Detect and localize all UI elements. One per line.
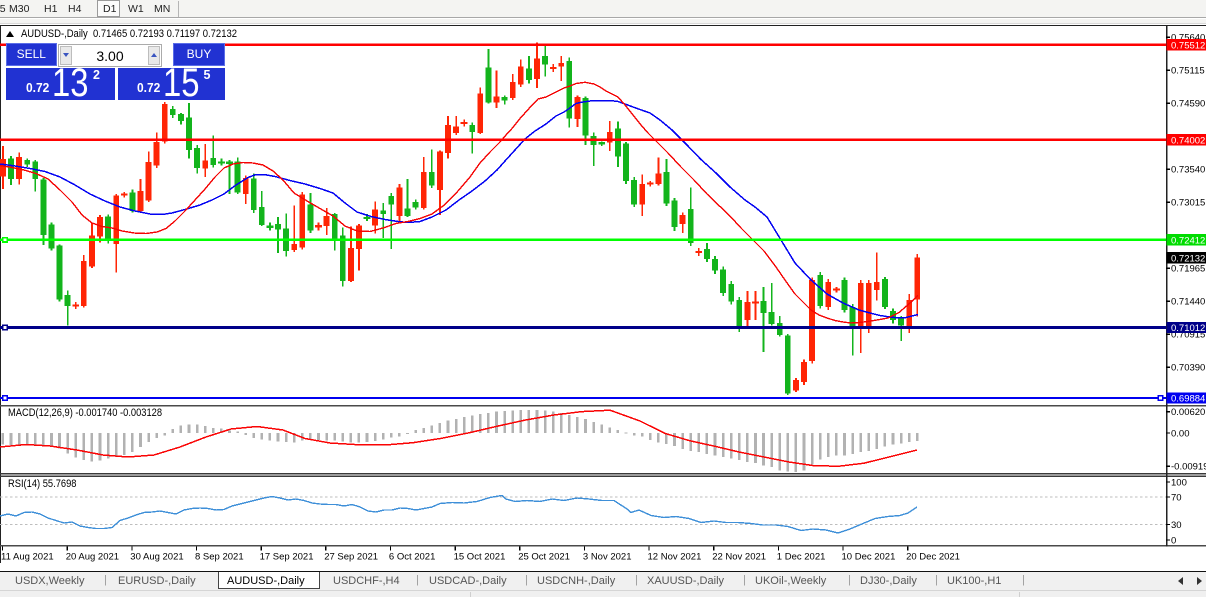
svg-text:11 Aug 2021: 11 Aug 2021 [1, 552, 54, 563]
svg-text:0.75640: 0.75640 [1171, 33, 1205, 44]
svg-text:0.74002: 0.74002 [1171, 135, 1205, 146]
svg-text:22 Nov 2021: 22 Nov 2021 [712, 552, 766, 563]
svg-text:0.71965: 0.71965 [1171, 264, 1205, 275]
svg-text:70: 70 [1171, 492, 1182, 503]
svg-text:30: 30 [1171, 520, 1182, 531]
svg-text:0.71012: 0.71012 [1171, 323, 1205, 334]
svg-text:8 Sep 2021: 8 Sep 2021 [195, 552, 244, 563]
svg-text:0.70915: 0.70915 [1171, 330, 1205, 341]
svg-text:0.70390: 0.70390 [1171, 363, 1205, 374]
svg-text:6 Oct 2021: 6 Oct 2021 [389, 552, 435, 563]
svg-text:0.75115: 0.75115 [1171, 66, 1205, 77]
svg-text:0.72132: 0.72132 [1171, 253, 1205, 264]
svg-text:0: 0 [1171, 535, 1176, 546]
svg-text:30 Aug 2021: 30 Aug 2021 [130, 552, 183, 563]
svg-text:0.74590: 0.74590 [1171, 99, 1205, 110]
svg-text:0.72412: 0.72412 [1171, 235, 1205, 246]
svg-text:0.73015: 0.73015 [1171, 198, 1205, 209]
svg-text:0.73540: 0.73540 [1171, 165, 1205, 176]
svg-text:17 Sep 2021: 17 Sep 2021 [260, 552, 314, 563]
svg-text:3 Nov 2021: 3 Nov 2021 [583, 552, 632, 563]
svg-text:0.71440: 0.71440 [1171, 297, 1205, 308]
svg-text:25 Oct 2021: 25 Oct 2021 [518, 552, 570, 563]
svg-text:20 Aug 2021: 20 Aug 2021 [66, 552, 119, 563]
svg-text:1 Dec 2021: 1 Dec 2021 [777, 552, 826, 563]
svg-text:12 Nov 2021: 12 Nov 2021 [648, 552, 702, 563]
svg-text:15 Oct 2021: 15 Oct 2021 [454, 552, 506, 563]
svg-text:0.69884: 0.69884 [1171, 394, 1205, 405]
svg-text:-0.009197: -0.009197 [1171, 462, 1206, 473]
svg-text:100: 100 [1171, 477, 1187, 488]
svg-text:10 Dec 2021: 10 Dec 2021 [842, 552, 896, 563]
svg-text:27 Sep 2021: 27 Sep 2021 [324, 552, 378, 563]
svg-text:0.00: 0.00 [1171, 428, 1190, 439]
svg-text:MACD(12,26,9) -0.001740 -0.003: MACD(12,26,9) -0.001740 -0.003128 [8, 407, 162, 419]
svg-text:20 Dec 2021: 20 Dec 2021 [906, 552, 960, 563]
svg-text:0.006201: 0.006201 [1171, 407, 1206, 418]
svg-text:0.75512: 0.75512 [1171, 40, 1205, 51]
svg-text:RSI(14) 55.7698: RSI(14) 55.7698 [8, 478, 77, 490]
